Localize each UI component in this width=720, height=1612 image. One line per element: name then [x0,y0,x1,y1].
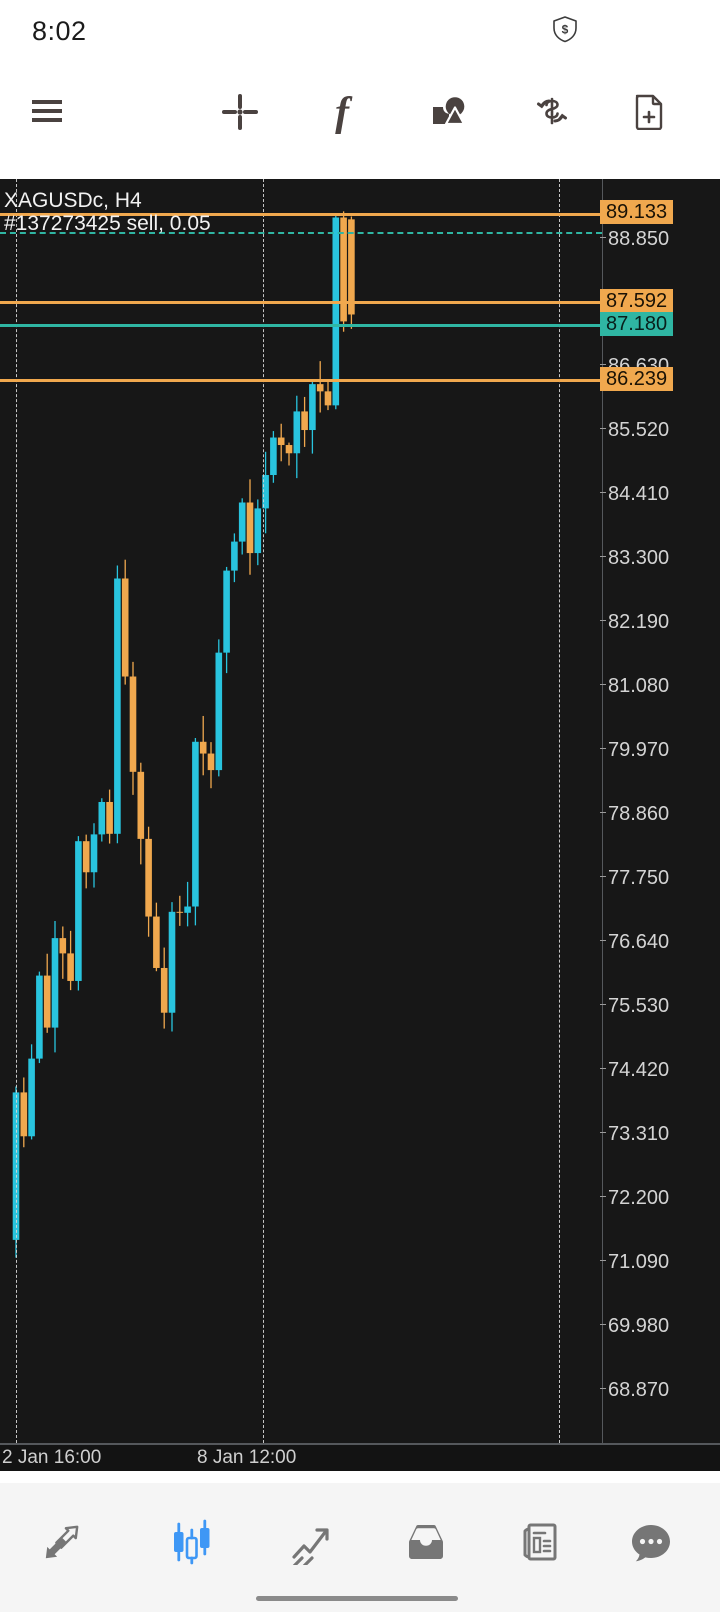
svg-text:$: $ [562,23,569,37]
svg-text:f: f [335,94,353,134]
